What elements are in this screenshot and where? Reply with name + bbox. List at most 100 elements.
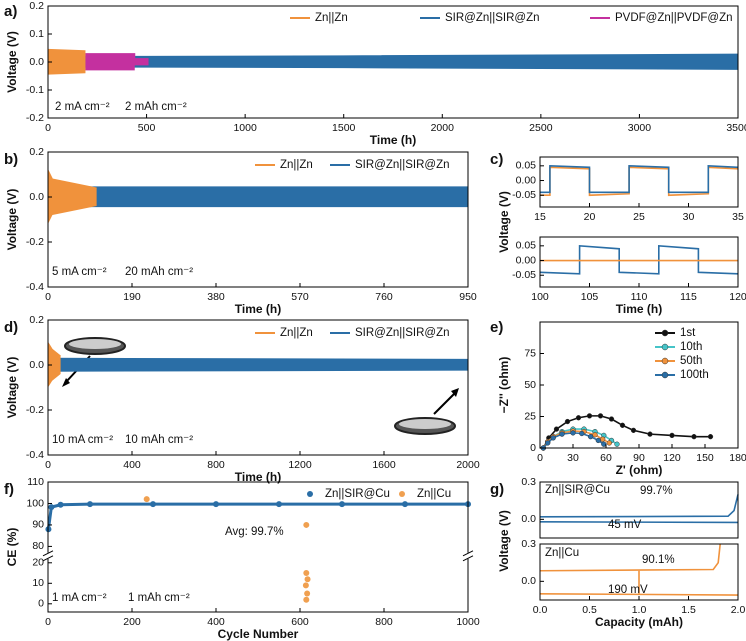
- point: [303, 521, 310, 528]
- annotation: 10 mAh cm⁻²: [125, 434, 193, 446]
- point: [213, 501, 219, 508]
- y-tick-label: 0.05: [516, 160, 537, 172]
- y-axis-label: CE (%): [5, 528, 19, 567]
- point: [559, 431, 565, 437]
- annotation: 90.1%: [642, 554, 675, 566]
- x-tick-label: 1000: [456, 616, 480, 628]
- axis-break: [42, 555, 54, 562]
- legend-label: SIR@Zn||SIR@Zn: [355, 159, 450, 171]
- annotation: 20 mAh cm⁻²: [125, 266, 193, 278]
- panel-label: e): [490, 319, 503, 336]
- x-axis-label: Time (h): [235, 302, 281, 316]
- x-tick-label: 0: [45, 616, 51, 628]
- legend-label: 100th: [680, 369, 709, 381]
- y-axis-label: Voltage (V): [5, 357, 19, 419]
- y-tick-label: 0.3: [521, 476, 536, 488]
- point: [48, 504, 55, 511]
- plot-frame: [47, 151, 469, 288]
- x-tick-label: 800: [375, 616, 393, 628]
- annotation: 190 mV: [608, 584, 648, 596]
- panel-label: b): [4, 151, 18, 168]
- x-tick-label: 35: [732, 211, 744, 223]
- y-tick-label: 0.1: [29, 28, 44, 40]
- plot-frame: [47, 319, 469, 456]
- point: [597, 413, 604, 419]
- band-edge: [85, 53, 149, 60]
- point: [630, 427, 637, 434]
- band-fill: [48, 186, 468, 208]
- x-tick-label: 190: [123, 291, 141, 303]
- x-tick-label: 0.0: [533, 604, 548, 616]
- x-tick-label: 800: [207, 459, 225, 471]
- band-edge: [47, 169, 97, 189]
- x-tick-label: 3000: [628, 122, 652, 134]
- axis-break: [462, 550, 474, 557]
- annotation: 5 mA cm⁻²: [52, 266, 107, 278]
- x-tick-label: 0: [537, 452, 543, 464]
- annotation: 10 mA cm⁻²: [52, 434, 113, 446]
- x-tick-label: 100: [531, 291, 549, 303]
- point: [595, 437, 601, 444]
- annotation: 1 mA cm⁻²: [52, 592, 107, 604]
- point: [87, 501, 93, 508]
- legend-marker: [661, 357, 669, 365]
- annotation: Avg: 99.7%: [225, 526, 284, 538]
- legend-label: PVDF@Zn||PVDF@Zn: [615, 12, 733, 24]
- legend-label: Zn||Zn: [280, 159, 313, 171]
- legend-label: Zn||SIR@Cu: [325, 488, 390, 500]
- axis-break-gap: [44, 552, 52, 559]
- point: [553, 426, 560, 432]
- x-tick-label: 400: [123, 459, 141, 471]
- x-tick-label: 15: [534, 211, 546, 223]
- point: [304, 590, 311, 597]
- point: [579, 430, 585, 437]
- point: [303, 570, 310, 577]
- legend-label: SIR@Zn||SIR@Zn: [355, 327, 450, 339]
- legend-marker: [661, 371, 669, 379]
- y-tick-label: 25: [524, 410, 536, 422]
- band-edge: [47, 342, 61, 357]
- panel-label: a): [4, 3, 17, 20]
- plot-frame: [539, 236, 739, 288]
- x-tick-label: 120: [729, 291, 746, 303]
- point: [570, 430, 576, 436]
- y-tick-label: 0: [38, 598, 44, 610]
- point: [302, 582, 309, 589]
- y-tick-label: 20: [32, 557, 44, 569]
- point: [402, 501, 408, 508]
- y-axis-label: Voltage (V): [5, 189, 19, 251]
- y-tick-label: -0.05: [512, 189, 536, 201]
- x-tick-label: 2000: [431, 122, 455, 134]
- y-tick-label: 75: [524, 347, 536, 359]
- x-tick-label: 120: [663, 452, 681, 464]
- legend-label: 1st: [680, 327, 696, 339]
- point: [339, 501, 345, 508]
- plot-frame: [47, 481, 469, 613]
- panel-label: c): [490, 151, 503, 168]
- band-edge: [47, 357, 469, 360]
- annotation: 99.7%: [640, 485, 673, 497]
- x-tick-label: 1000: [233, 122, 257, 134]
- point: [564, 418, 571, 425]
- x-tick-label: 150: [696, 452, 714, 464]
- point: [303, 596, 310, 603]
- panel-label: f): [4, 481, 14, 498]
- y-tick-label: 0.3: [521, 538, 536, 550]
- y-axis-label: Voltage (V): [5, 31, 19, 93]
- band-fill: [48, 49, 86, 75]
- x-tick-label: 2.0: [731, 604, 746, 616]
- y-tick-label: -0.4: [26, 449, 44, 461]
- y-tick-label: 0.2: [29, 0, 44, 12]
- x-tick-label: 0: [45, 459, 51, 471]
- point: [691, 434, 697, 440]
- band-edge: [47, 48, 86, 52]
- x-tick-label: 760: [375, 291, 393, 303]
- point: [575, 415, 582, 421]
- band-fill: [48, 170, 97, 224]
- x-tick-label: 1200: [288, 459, 312, 471]
- point: [601, 441, 607, 447]
- x-tick-label: 30: [683, 211, 695, 223]
- point: [550, 435, 556, 441]
- point: [587, 434, 594, 440]
- legend-label: Zn||Zn: [315, 12, 348, 24]
